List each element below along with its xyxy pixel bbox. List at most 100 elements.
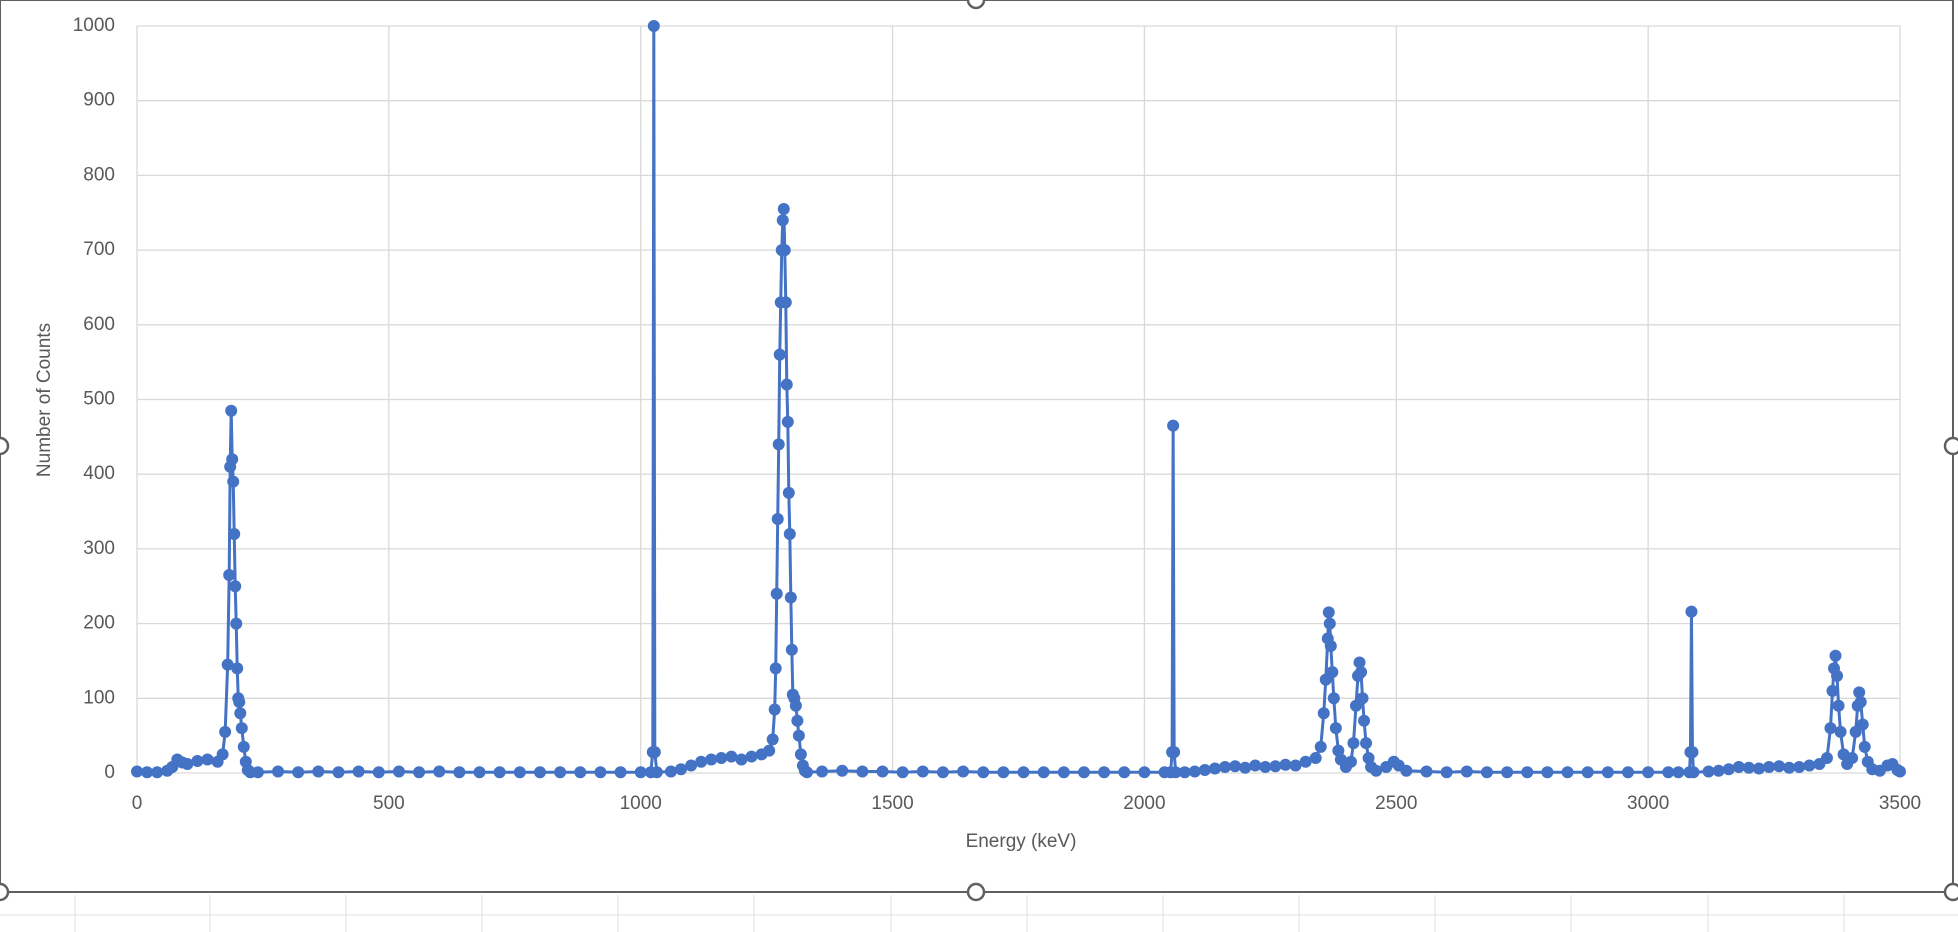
point [1249, 759, 1262, 772]
x-tick-label: 0 [132, 793, 143, 814]
point [800, 766, 813, 779]
point [1198, 764, 1211, 777]
point [234, 707, 247, 720]
resize-handle[interactable] [966, 882, 986, 902]
point [1178, 766, 1191, 779]
point [1846, 752, 1859, 765]
point [725, 750, 738, 763]
point [675, 763, 688, 776]
point [1824, 722, 1837, 735]
chart-frame[interactable] [0, 0, 1954, 893]
point [1849, 725, 1862, 738]
point [782, 486, 795, 499]
point [936, 766, 949, 779]
point [201, 753, 214, 766]
point [1168, 746, 1181, 759]
point [957, 765, 970, 778]
point [1219, 761, 1232, 774]
point [1773, 760, 1786, 773]
x-tick-label: 500 [373, 793, 405, 814]
x-tick-label: 2000 [1123, 793, 1165, 814]
point [1323, 617, 1336, 630]
point [1289, 759, 1302, 772]
point [1356, 692, 1369, 705]
point [221, 658, 234, 671]
point [312, 765, 325, 778]
x-tick-label: 2500 [1375, 793, 1417, 814]
y-tick-label: 700 [83, 239, 115, 260]
point [977, 766, 990, 779]
point [769, 662, 782, 675]
point [131, 765, 143, 778]
point [1831, 669, 1844, 682]
point [1327, 692, 1340, 705]
point [1521, 766, 1534, 779]
point [1138, 766, 1151, 779]
point [1077, 766, 1090, 779]
point [1322, 606, 1335, 619]
point [1832, 699, 1845, 712]
point [1894, 765, 1906, 778]
point [1355, 666, 1368, 679]
y-tick-label: 900 [83, 90, 115, 111]
sheet-cells [0, 895, 1958, 932]
point [792, 729, 805, 742]
point [1309, 752, 1322, 765]
point [1279, 758, 1292, 771]
point [773, 348, 786, 361]
point [1360, 737, 1373, 750]
point [876, 765, 889, 778]
point [1324, 640, 1337, 653]
x-tick-label: 3000 [1627, 793, 1669, 814]
point [1460, 765, 1473, 778]
point [1834, 725, 1847, 738]
point [227, 475, 240, 488]
point [685, 759, 698, 772]
point [896, 766, 909, 779]
point [1329, 722, 1342, 735]
point [151, 766, 164, 779]
point [1581, 766, 1594, 779]
point [1752, 762, 1765, 775]
point [141, 766, 154, 779]
y-tick-label: 300 [83, 538, 115, 559]
point [1820, 752, 1833, 765]
point [783, 527, 796, 540]
point [1722, 763, 1735, 776]
point [1299, 755, 1312, 768]
plot: 0 100 200 300 400 500 600 700 800 900 1000 0 500 1000… [73, 15, 1921, 814]
y-tick-label: 100 [83, 687, 115, 708]
x-tick-label: 3500 [1879, 793, 1921, 814]
point [453, 766, 466, 779]
point [781, 415, 794, 428]
point [372, 766, 385, 779]
point [770, 587, 783, 600]
resize-handle[interactable] [966, 0, 986, 10]
resize-handle[interactable] [1943, 882, 1958, 902]
point [614, 766, 627, 779]
point [292, 766, 305, 779]
x-tick-label: 1500 [871, 793, 913, 814]
point [533, 766, 546, 779]
point [191, 755, 204, 768]
resize-handle[interactable] [0, 436, 10, 456]
point [1854, 696, 1867, 709]
point [745, 750, 758, 763]
point [763, 744, 776, 757]
resize-handle[interactable] [1943, 436, 1958, 456]
point [768, 703, 781, 716]
point [1601, 766, 1614, 779]
point [473, 766, 486, 779]
x-axis-title: Energy (keV) [966, 831, 1077, 852]
resize-handle[interactable] [0, 882, 10, 902]
point [1259, 761, 1272, 774]
point [1732, 761, 1745, 774]
point [664, 765, 677, 778]
point [794, 748, 807, 761]
point [1783, 761, 1796, 774]
point [1420, 765, 1433, 778]
point [766, 733, 779, 746]
point [1541, 766, 1554, 779]
y-tick-label: 600 [83, 314, 115, 335]
